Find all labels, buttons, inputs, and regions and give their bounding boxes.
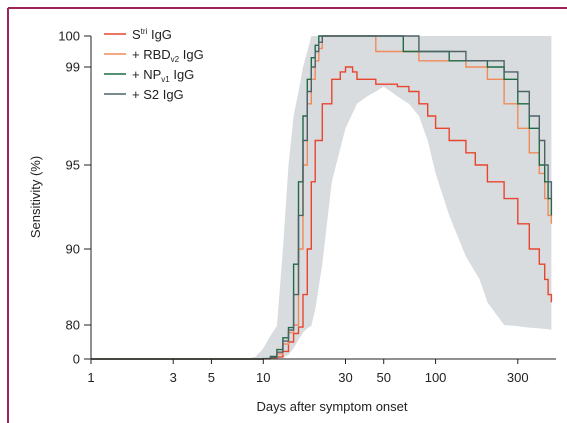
y-tick-label: 100 [58,29,80,44]
x-axis: 1 3 5 10 30 50 100 300 Days after symptom onset [87,358,556,414]
y-axis-label: Sensitivity (%) [28,156,43,238]
series-line-1 [91,66,553,360]
x-tick-label: 30 [338,370,352,385]
y-tick-label: 95 [66,158,80,173]
y-tick-label: 80 [66,318,80,333]
x-tick-label: 5 [208,370,215,385]
legend-label: Stri IgG [132,27,172,42]
x-axis-label: Days after symptom onset [257,399,408,414]
confidence-band [91,36,552,359]
y-axis: 0 80 90 95 99 100 Sensitivity (%) [28,29,92,367]
plot-area [91,35,553,360]
x-tick-label: 50 [376,370,390,385]
x-tick-label: 3 [170,370,177,385]
series-layer [91,35,553,360]
legend-label: + RBDv2 IgG [132,47,204,64]
x-tick-label: 10 [256,370,270,385]
x-ticks: 1 3 5 10 30 50 100 300 [87,359,529,385]
legend-label: + NPv1 IgG [132,67,194,84]
legend: Stri IgG + RBDv2 IgG + NPv1 IgG + S2 IgG [104,27,204,102]
y-ticks: 0 80 90 95 99 100 [58,29,91,367]
x-tick-label: 100 [425,370,447,385]
legend-label: + S2 IgG [132,87,184,102]
x-tick-label: 300 [507,370,529,385]
y-tick-label: 90 [66,242,80,257]
y-tick-label: 0 [73,352,80,367]
series-line-4 [91,35,553,360]
y-tick-label: 99 [66,60,80,75]
x-tick-label: 1 [87,370,94,385]
